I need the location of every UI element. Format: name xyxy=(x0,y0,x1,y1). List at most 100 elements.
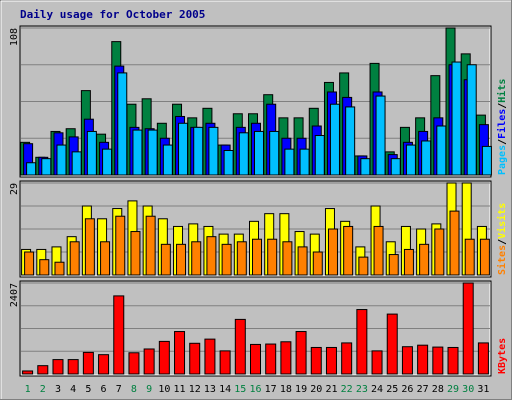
day-label-17: 17 xyxy=(265,384,277,395)
legend-visits: Visits xyxy=(496,203,508,239)
y-max-label: 29 xyxy=(9,183,20,195)
bar-pages-day-7 xyxy=(117,72,128,176)
day-label-19: 19 xyxy=(295,384,307,395)
bar-kbytes-day-27 xyxy=(417,344,429,375)
day-label-2: 2 xyxy=(40,384,46,395)
bar-kbytes-day-16 xyxy=(250,343,261,375)
bar-kbytes-day-4 xyxy=(67,359,79,375)
bar-sites-day-27 xyxy=(419,243,430,276)
bar-kbytes-day-21 xyxy=(325,346,337,375)
bar-kbytes-day-20 xyxy=(310,346,322,375)
bar-pages-day-26 xyxy=(405,144,416,176)
bar-sites-day-28 xyxy=(434,228,445,276)
bar-sites-day-16 xyxy=(252,238,262,276)
bar-pages-day-12 xyxy=(193,126,204,176)
day-label-27: 27 xyxy=(417,384,429,395)
bar-kbytes-day-7 xyxy=(113,295,125,375)
bar-pages-day-23 xyxy=(360,158,371,176)
bar-kbytes-day-23 xyxy=(356,309,368,375)
day-label-10: 10 xyxy=(158,384,170,395)
bar-kbytes-day-6 xyxy=(98,354,110,375)
bar-pages-day-16 xyxy=(254,130,264,176)
bar-kbytes-day-17 xyxy=(265,343,277,375)
legend-sites: Sites xyxy=(496,245,508,275)
bar-sites-day-23 xyxy=(358,256,369,276)
day-label-13: 13 xyxy=(204,384,216,395)
bar-pages-day-4 xyxy=(71,151,82,176)
bar-kbytes-day-22 xyxy=(341,342,353,375)
bar-kbytes-day-1 xyxy=(22,370,34,375)
bar-pages-day-8 xyxy=(132,129,143,176)
bar-pages-day-30 xyxy=(466,64,477,176)
bar-kbytes-day-13 xyxy=(204,338,216,375)
bar-sites-day-26 xyxy=(403,248,414,276)
legend-separator: / xyxy=(497,239,508,245)
day-label-6: 6 xyxy=(101,384,107,395)
bar-pages-day-9 xyxy=(147,129,158,176)
bar-kbytes-day-15 xyxy=(234,318,246,375)
legend: Sites/Visits xyxy=(496,203,508,275)
legend: KBytes xyxy=(497,338,508,374)
day-label-20: 20 xyxy=(310,384,322,395)
day-label-26: 26 xyxy=(401,384,413,395)
bar-pages-day-29 xyxy=(451,61,462,176)
bar-pages-day-19 xyxy=(299,148,310,176)
bar-kbytes-day-29 xyxy=(447,346,459,375)
bar-sites-day-10 xyxy=(160,243,171,276)
bar-pages-day-2 xyxy=(41,158,52,176)
chart-title: Daily usage for October 2005 xyxy=(20,8,205,21)
bar-sites-day-5 xyxy=(84,218,95,276)
bar-pages-day-15 xyxy=(238,132,249,176)
bar-kbytes-day-11 xyxy=(174,331,186,375)
bar-pages-day-5 xyxy=(86,130,97,176)
bar-pages-day-6 xyxy=(102,148,113,176)
legend-files: Files xyxy=(496,109,508,139)
bar-kbytes-day-9 xyxy=(143,348,155,375)
bar-sites-day-12 xyxy=(191,241,202,276)
bar-kbytes-day-18 xyxy=(280,341,292,375)
bar-pages-day-17 xyxy=(269,130,280,176)
bar-sites-day-21 xyxy=(327,228,338,276)
day-label-28: 28 xyxy=(432,384,444,395)
legend-separator: / xyxy=(497,139,508,145)
day-label-12: 12 xyxy=(189,384,201,395)
y-max-label: 2407 xyxy=(9,283,20,307)
panel-sites-visits: 29 Sites/Visits xyxy=(9,180,508,278)
bar-kbytes-day-31 xyxy=(477,342,489,375)
bar-kbytes-day-25 xyxy=(386,313,398,375)
day-label-18: 18 xyxy=(280,384,292,395)
bar-kbytes-day-5 xyxy=(82,351,94,375)
bar-sites-day-3 xyxy=(54,261,65,276)
day-label-24: 24 xyxy=(371,384,383,395)
bar-pages-day-31 xyxy=(481,145,492,176)
bar-sites-day-17 xyxy=(267,238,278,276)
legend: Pages/Files/Hits xyxy=(496,79,508,175)
bar-sites-day-22 xyxy=(343,225,354,276)
bar-kbytes-day-24 xyxy=(371,350,383,375)
legend-kbytes: KBytes xyxy=(497,338,508,374)
day-label-21: 21 xyxy=(325,384,337,395)
bar-pages-day-28 xyxy=(436,125,447,176)
bar-kbytes-day-3 xyxy=(52,359,64,375)
bar-pages-day-27 xyxy=(421,140,432,176)
day-label-25: 25 xyxy=(386,384,398,395)
legend-pages: Pages xyxy=(497,145,508,175)
bar-sites-day-8 xyxy=(130,231,141,276)
day-label-31: 31 xyxy=(477,384,489,395)
day-label-14: 14 xyxy=(219,384,231,395)
bar-pages-day-1 xyxy=(26,162,37,176)
bar-sites-day-24 xyxy=(373,225,384,276)
bar-kbytes-day-28 xyxy=(432,346,444,375)
bar-pages-day-24 xyxy=(375,95,386,176)
day-label-1: 1 xyxy=(25,384,31,395)
bar-sites-day-6 xyxy=(100,241,111,276)
bar-sites-day-19 xyxy=(297,246,308,276)
day-label-9: 9 xyxy=(146,384,152,395)
bar-sites-day-31 xyxy=(479,238,490,276)
bar-kbytes-day-2 xyxy=(37,365,49,375)
bar-pages-day-25 xyxy=(390,158,401,176)
day-label-3: 3 xyxy=(55,384,61,395)
day-label-23: 23 xyxy=(356,384,368,395)
panel-kbytes: 2407 KBytes xyxy=(9,280,508,377)
